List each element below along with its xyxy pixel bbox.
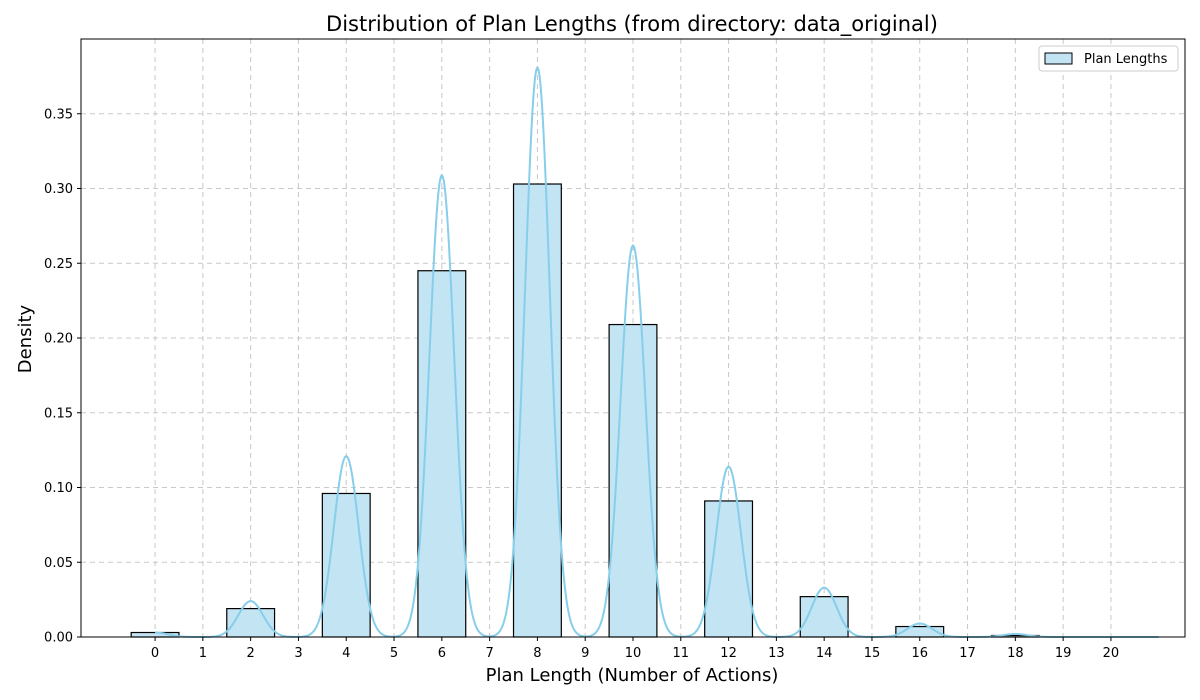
x-tick-label: 19 (1055, 646, 1072, 661)
x-tick-label: 13 (768, 646, 785, 661)
y-axis-ticks: 0.00 0.05 0.10 0.15 0.20 0.25 0.30 0.35 (44, 107, 81, 646)
x-tick-label: 6 (438, 646, 446, 661)
x-tick-label: 16 (911, 646, 928, 661)
x-tick-label: 10 (625, 646, 642, 661)
x-tick-label: 18 (1007, 646, 1024, 661)
x-tick-label: 4 (342, 646, 350, 661)
x-tick-label: 15 (864, 646, 881, 661)
x-tick-label: 11 (673, 646, 690, 661)
x-tick-label: 14 (816, 646, 833, 661)
y-tick-label: 0.05 (44, 556, 73, 571)
x-tick-label: 3 (294, 646, 302, 661)
x-tick-label: 9 (581, 646, 589, 661)
y-tick-label: 0.30 (44, 182, 73, 197)
chart-title: Distribution of Plan Lengths (from direc… (326, 12, 938, 37)
x-tick-label: 1 (199, 646, 207, 661)
y-tick-label: 0.35 (44, 107, 73, 122)
legend-swatch (1044, 52, 1073, 65)
x-tick-label: 0 (151, 646, 159, 661)
legend: Plan Lengths (1038, 45, 1179, 72)
x-tick-label: 17 (959, 646, 976, 661)
x-axis-ticks: 0 1 2 3 4 5 6 7 8 9 10 11 12 13 14 15 16 17 18 19 20 (151, 637, 1119, 661)
y-tick-label: 0.25 (44, 257, 73, 272)
y-tick-label: 0.15 (44, 406, 73, 421)
x-tick-label: 12 (720, 646, 737, 661)
y-tick-label: 0.00 (44, 631, 73, 646)
y-tick-label: 0.20 (44, 332, 73, 347)
x-tick-label: 2 (247, 646, 255, 661)
legend-label: Plan Lengths (1084, 52, 1168, 67)
y-tick-label: 0.10 (44, 481, 73, 496)
x-tick-label: 5 (390, 646, 398, 661)
y-axis-label: Density (15, 304, 36, 373)
x-tick-label: 7 (485, 646, 493, 661)
legend-box (1038, 45, 1179, 72)
x-axis-label: Plan Length (Number of Actions) (486, 665, 779, 686)
x-tick-label: 20 (1103, 646, 1120, 661)
x-tick-label: 8 (533, 646, 541, 661)
